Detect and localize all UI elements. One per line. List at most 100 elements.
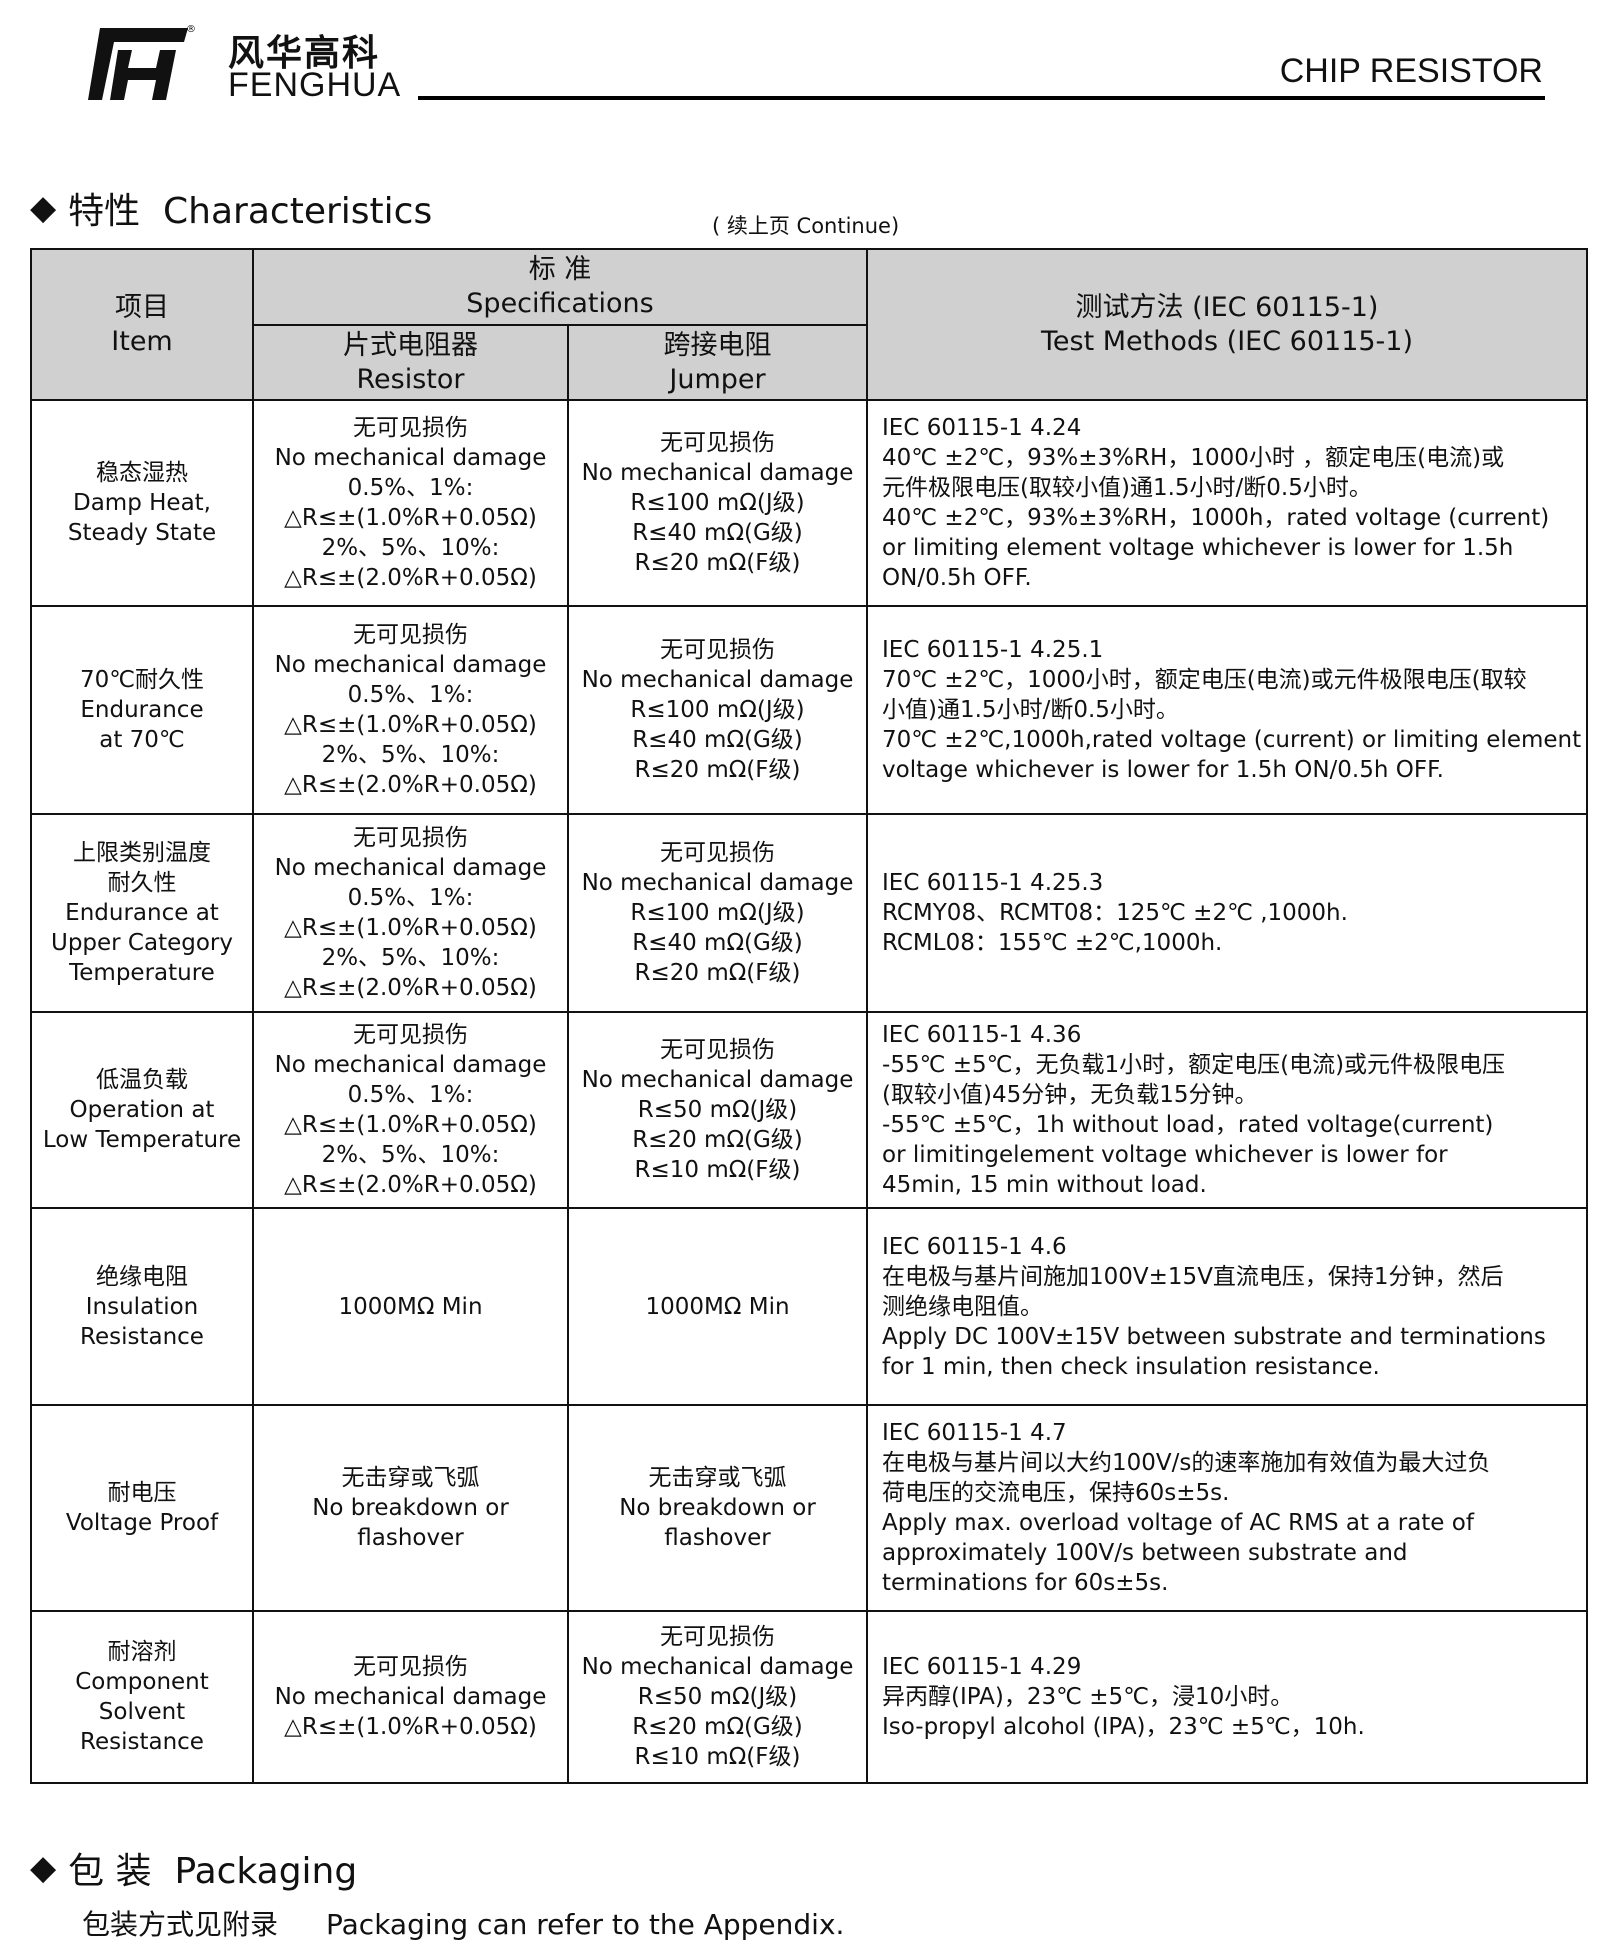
cell-line: R≤20 mΩ(F级) <box>634 757 801 783</box>
characteristics-heading: ◆ 特性 Characteristics <box>30 182 432 234</box>
cell-line: IEC 60115-1 4.7 <box>882 1420 1067 1446</box>
cell-line: 2%、5%、10%: <box>321 1142 500 1168</box>
cell-line: 0.5%、1%: <box>347 1082 474 1108</box>
cell-line: R≤10 mΩ(F级) <box>634 1157 801 1183</box>
cell-line: No mechanical damage <box>274 445 547 471</box>
cell-line: 无可见损伤 <box>660 637 775 663</box>
cell-line: Temperature <box>69 960 215 986</box>
cell-resistor: 无击穿或飞弧 No breakdown or flashover <box>252 1404 569 1612</box>
cell-line: Apply max. overload voltage of AC RMS at… <box>882 1510 1474 1536</box>
cell-line: R≤100 mΩ(J级) <box>630 490 805 516</box>
cell-line: R≤100 mΩ(J级) <box>630 900 805 926</box>
cell-line: 70℃耐久性 <box>79 667 205 693</box>
cell-line: 上限类别温度 <box>73 840 211 866</box>
cell-jumper: 无击穿或飞弧 No breakdown or flashover <box>566 1404 869 1612</box>
cell-line: Low Temperature <box>42 1127 242 1153</box>
cell-line: 在电极与基片间施加100V±15V直流电压，保持1分钟，然后 <box>882 1263 1504 1290</box>
cell-line: Solvent <box>98 1699 186 1725</box>
cell-line: 1000MΩ Min <box>338 1293 483 1320</box>
cell-line: No mechanical damage <box>581 1067 854 1093</box>
section-title: 包 装 Packaging <box>68 1851 358 1892</box>
cell-line: voltage whichever is lower for 1.5h ON/0… <box>882 757 1444 783</box>
cell-line: 耐久性 <box>107 870 177 896</box>
cell-method: IEC 60115-1 4.25.1 70℃ ±2℃，1000小时，额定电压(电流… <box>866 605 1589 815</box>
cell-line: △R≤±(2.0%R+0.05Ω) <box>284 1172 537 1198</box>
cell-line: 无击穿或飞弧 <box>341 1465 480 1491</box>
cell-line: 无可见损伤 <box>660 1624 775 1650</box>
cell-resistor: 无可见损伤 No mechanical damage 0.5%、1%: △R≤±(1.… <box>252 399 569 607</box>
logo-text-en: FENGHUA <box>228 66 402 104</box>
cell-line: Endurance at <box>65 900 219 926</box>
cell-line: -55℃ ±5℃，无负载1小时，额定电压(电流)或元件极限电压 <box>882 1052 1506 1078</box>
cell-resistor: 1000MΩ Min <box>252 1207 569 1406</box>
cell-line: Voltage Proof <box>65 1510 219 1536</box>
cell-line: △R≤±(1.0%R+0.05Ω) <box>284 505 537 531</box>
cell-line: 无可见损伤 <box>353 622 468 648</box>
cell-line: 40℃ ±2℃，93%±3%RH，1000小时 ，额定电压(电流)或 <box>882 445 1505 471</box>
cell-line: 1000MΩ Min <box>645 1293 790 1320</box>
cell-line: approximately 100V/s between substrate a… <box>882 1540 1408 1566</box>
cell-line: 在电极与基片间以大约100V/s的速率施加有效值为最大过负 <box>882 1450 1491 1476</box>
cell-line: No breakdown or <box>312 1495 509 1521</box>
table-row: 低温负载 Operation at Low Temperature 无可见损伤 No m… <box>30 1011 1589 1209</box>
cell-line: for 1 min, then check insulation resista… <box>882 1353 1380 1380</box>
cell-line: No mechanical damage <box>274 1684 547 1710</box>
table-row: 稳态湿热 Damp Heat, Steady State 无可见损伤 No mechan… <box>30 399 1589 607</box>
cell-line: R≤10 mΩ(F级) <box>634 1744 801 1770</box>
cell-method: IEC 60115-1 4.7 在电极与基片间以大约100V/s的速率施加有效值为… <box>866 1404 1589 1612</box>
cell-line: 无可见损伤 <box>353 825 468 851</box>
cell-line: 45min, 15 min without load. <box>882 1172 1207 1198</box>
cell-line: Component <box>75 1669 209 1695</box>
cell-line: Steady State <box>67 520 217 546</box>
cell-line: Damp Heat, <box>73 490 211 516</box>
cell-resistor: 无可见损伤 No mechanical damage 0.5%、1%: △R≤±(1.… <box>252 813 569 1013</box>
cell-resistor: 无可见损伤 No mechanical damage 0.5%、1%: △R≤±(1.… <box>252 605 569 815</box>
cell-line: 2%、5%、10%: <box>321 945 500 971</box>
cell-line: -55℃ ±5℃，1h without load，rated voltage(c… <box>882 1112 1494 1138</box>
table-row: 耐电压 Voltage Proof 无击穿或飞弧 No breakdown or fla… <box>30 1404 1589 1612</box>
cell-line: 荷电压的交流电压，保持60s±5s. <box>882 1480 1230 1506</box>
cell-line: R≤20 mΩ(G级) <box>632 1714 803 1740</box>
cell-line: 40℃ ±2℃，93%±3%RH，1000h，rated voltage (cu… <box>882 505 1550 531</box>
cell-line: Apply DC 100V±15V between substrate and … <box>882 1323 1546 1350</box>
cell-line: Endurance <box>80 697 204 723</box>
cell-line: R≤20 mΩ(F级) <box>634 960 801 986</box>
header-rule <box>418 96 1545 100</box>
cell-line: 无可见损伤 <box>660 430 775 456</box>
diamond-bullet-icon: ◆ <box>30 1848 57 1888</box>
cell-line: No mechanical damage <box>581 667 854 693</box>
cell-line: or limitingelement voltage whichever is … <box>882 1142 1448 1168</box>
cell-line: terminations for 60s±5s. <box>882 1570 1169 1596</box>
cell-line: 0.5%、1%: <box>347 682 474 708</box>
cell-line: 无可见损伤 <box>353 415 468 441</box>
cell-line: 2%、5%、10%: <box>321 742 500 768</box>
cell-resistor: 无可见损伤 No mechanical damage △R≤±(1.0%R+0.05… <box>252 1610 569 1784</box>
cell-jumper: 无可见损伤 No mechanical damage R≤100 mΩ(J级) R≤4… <box>566 605 869 815</box>
cell-line: Resistance <box>80 1323 204 1350</box>
header-item: 项目 Item <box>30 248 254 401</box>
cell-line: 耐溶剂 <box>107 1639 177 1665</box>
cell-line: IEC 60115-1 4.36 <box>882 1022 1082 1048</box>
section-title: 特性 Characteristics <box>68 191 433 232</box>
cell-line: △R≤±(1.0%R+0.05Ω) <box>284 1714 537 1740</box>
svg-text:®: ® <box>186 24 196 35</box>
packaging-text-en: Packaging can refer to the Appendix. <box>326 1908 845 1941</box>
cell-line: IEC 60115-1 4.6 <box>882 1233 1067 1260</box>
cell-line: Insulation <box>85 1293 199 1320</box>
cell-line: Resistance <box>80 1729 204 1755</box>
cell-line: IEC 60115-1 4.24 <box>882 415 1082 441</box>
fenghua-logo: ® 风华高科 FENGHUA <box>78 22 408 104</box>
cell-line: Operation at <box>69 1097 215 1123</box>
cell-line: R≤40 mΩ(G级) <box>632 930 803 956</box>
packaging-text-cn: 包装方式见附录 <box>82 1908 279 1941</box>
cell-line: Upper Category <box>50 930 233 956</box>
cell-item: 上限类别温度 耐久性 Endurance at Upper Category Tempe… <box>30 813 254 1013</box>
cell-line: △R≤±(2.0%R+0.05Ω) <box>284 772 537 798</box>
cell-jumper: 无可见损伤 No mechanical damage R≤100 mΩ(J级) R≤4… <box>566 813 869 1013</box>
cell-line: No mechanical damage <box>274 1052 547 1078</box>
cell-line: R≤40 mΩ(G级) <box>632 520 803 546</box>
cell-jumper: 无可见损伤 No mechanical damage R≤100 mΩ(J级) R≤4… <box>566 399 869 607</box>
cell-line: 无可见损伤 <box>353 1022 468 1048</box>
table-row: 绝缘电阻 Insulation Resistance 1000MΩ Min 1000MΩ… <box>30 1207 1589 1406</box>
cell-line: 无可见损伤 <box>353 1654 468 1680</box>
